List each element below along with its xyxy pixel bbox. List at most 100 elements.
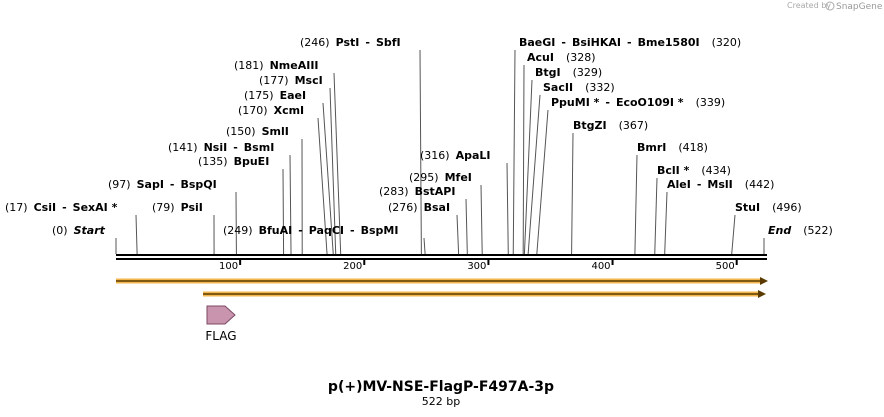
enzyme-name: MscI: [295, 74, 323, 87]
site-connector: [536, 109, 549, 255]
site-label: PpuMI * - EcoO109I * (339): [551, 96, 725, 109]
enzyme-name: End: [768, 224, 791, 237]
site-label: (79) PsiI: [152, 201, 203, 214]
site-connector: [317, 117, 328, 255]
enzyme-name: BmrI: [637, 141, 666, 154]
site-position: (418): [678, 141, 708, 154]
enzyme-name: BclI *: [657, 164, 690, 177]
site-label: (175) EaeI: [244, 89, 306, 102]
site-position: (332): [585, 81, 615, 94]
site-label: (249) BfuAI - PaqCI - BspMI: [223, 224, 398, 237]
enzyme-name: BsiHKAI: [572, 36, 621, 49]
enzyme-name: BtgI: [535, 66, 561, 79]
enzyme-name: BaeGI: [519, 36, 555, 49]
site-connector: [423, 237, 426, 255]
site-label: (0) Start: [52, 224, 106, 237]
separator: -: [365, 36, 370, 49]
site-position: (276): [388, 201, 418, 214]
feature-label: FLAG: [205, 329, 236, 343]
site-position: (339): [696, 96, 726, 109]
enzyme-name: BsmI: [244, 141, 275, 154]
site-label: SacII (332): [543, 81, 615, 94]
enzyme-name: SapI: [137, 178, 164, 191]
flag-arrow: [206, 305, 236, 325]
enzyme-name: BfuAI: [259, 224, 293, 237]
site-position: (496): [772, 201, 802, 214]
site-position: (522): [803, 224, 833, 237]
site-position: (135): [198, 155, 228, 168]
logo: [825, 1, 835, 11]
site-label: (150) SmlI: [226, 125, 289, 138]
site-position: (175): [244, 89, 274, 102]
enzyme-name: PpuMI *: [551, 96, 600, 109]
length: 522 bp: [422, 395, 460, 408]
enzyme-name: BstAPI: [415, 185, 456, 198]
site-connector: [329, 87, 337, 255]
site-position: (367): [619, 119, 649, 132]
site-label: (141) NsiI - BsmI: [168, 141, 274, 154]
site-label: BtgI (329): [535, 66, 602, 79]
enzyme-name: MfeI: [445, 171, 472, 184]
enzyme-name: BpuEI: [234, 155, 270, 168]
ruler-tick-label: 100: [219, 261, 238, 272]
enzyme-name: AleI: [667, 178, 691, 191]
site-label: (97) SapI - BspQI: [108, 178, 217, 191]
site-position: (320): [712, 36, 742, 49]
ruler-tick-label: 500: [716, 261, 735, 272]
site-label: (276) BsaI: [388, 201, 450, 214]
credit-brand: SnapGene: [836, 2, 883, 12]
enzyme-name: SacII: [543, 81, 573, 94]
enzyme-name: NsiI: [204, 141, 228, 154]
ruler-tick-label: 400: [591, 261, 610, 272]
site-position: (141): [168, 141, 198, 154]
site-position: (329): [573, 66, 603, 79]
site-label: (316) ApaLI: [420, 149, 491, 162]
site-label: (135) BpuEI: [198, 155, 269, 168]
separator: -: [233, 141, 238, 154]
enzyme-name: Bme1580I: [638, 36, 700, 49]
site-label: BmrI (418): [637, 141, 708, 154]
separator: -: [697, 178, 702, 191]
site-label: (283) BstAPI: [379, 185, 455, 198]
site-label: End (522): [768, 224, 833, 237]
site-position: (150): [226, 125, 256, 138]
site-position: (246): [300, 36, 330, 49]
site-label: (177) MscI: [259, 74, 323, 87]
site-position: (295): [409, 171, 439, 184]
site-connector: [419, 49, 422, 255]
site-connector: [282, 168, 285, 255]
site-connector: [289, 154, 292, 255]
enzyme-name: BsaI: [424, 201, 450, 214]
enzyme-name: SbfI: [376, 36, 401, 49]
site-connector: [333, 72, 342, 255]
enzyme-name: ApaLI: [456, 149, 491, 162]
enzyme-name: BtgZI: [573, 119, 607, 132]
ruler-tick-label: 300: [467, 261, 486, 272]
enzyme-name: PstI: [336, 36, 360, 49]
enzyme-name: XcmI: [274, 104, 305, 117]
site-position: (0): [52, 224, 68, 237]
separator: -: [298, 224, 303, 237]
enzyme-name: BspQI: [180, 178, 216, 191]
site-label: StuI (496): [735, 201, 802, 214]
site-connector: [664, 191, 668, 255]
enzyme-name: SmlI: [262, 125, 289, 138]
site-position: (328): [566, 51, 596, 64]
ruler-tick-label: 200: [343, 261, 362, 272]
site-label: (17) CsiI - SexAI *: [5, 201, 118, 214]
site-label: (246) PstI - SbfI: [300, 36, 401, 49]
site-position: (249): [223, 224, 253, 237]
site-label: (181) NmeAIII: [234, 59, 319, 72]
site-position: (283): [379, 185, 409, 198]
site-position: (181): [234, 59, 264, 72]
enzyme-name: BspMI: [361, 224, 399, 237]
enzyme-name: PsiI: [181, 201, 203, 214]
site-connector: [523, 79, 533, 255]
site-connector: [654, 177, 658, 255]
separator: -: [350, 224, 355, 237]
separator: -: [605, 96, 610, 109]
site-position: (442): [745, 178, 775, 191]
enzyme-name: Start: [74, 224, 106, 237]
site-label: BaeGI - BsiHKAI - Bme1580I (320): [519, 36, 741, 49]
site-connector: [522, 64, 525, 255]
